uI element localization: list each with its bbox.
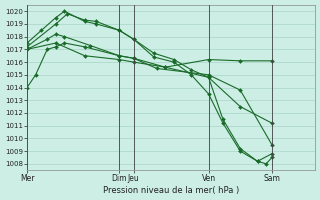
- X-axis label: Pression niveau de la mer( hPa ): Pression niveau de la mer( hPa ): [103, 186, 239, 195]
